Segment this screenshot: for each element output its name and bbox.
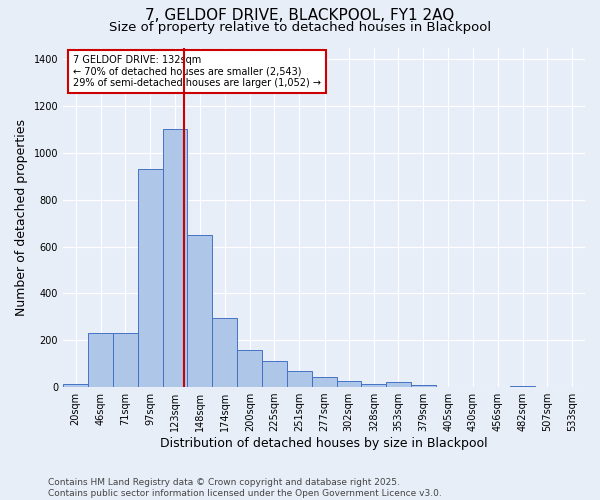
Bar <box>361 384 386 387</box>
Text: 7, GELDOF DRIVE, BLACKPOOL, FY1 2AQ: 7, GELDOF DRIVE, BLACKPOOL, FY1 2AQ <box>145 8 455 22</box>
Bar <box>410 384 436 387</box>
Bar <box>386 382 410 387</box>
Bar <box>187 235 212 387</box>
Bar <box>262 362 287 387</box>
Bar <box>238 350 262 387</box>
Bar <box>63 384 88 387</box>
Bar <box>113 333 137 387</box>
Bar <box>312 376 337 387</box>
Text: 7 GELDOF DRIVE: 132sqm
← 70% of detached houses are smaller (2,543)
29% of semi-: 7 GELDOF DRIVE: 132sqm ← 70% of detached… <box>73 54 321 88</box>
X-axis label: Distribution of detached houses by size in Blackpool: Distribution of detached houses by size … <box>160 437 488 450</box>
Bar <box>511 386 535 387</box>
Bar <box>137 170 163 387</box>
Bar <box>287 370 312 387</box>
Bar <box>163 130 187 387</box>
Text: Contains HM Land Registry data © Crown copyright and database right 2025.
Contai: Contains HM Land Registry data © Crown c… <box>48 478 442 498</box>
Y-axis label: Number of detached properties: Number of detached properties <box>15 119 28 316</box>
Text: Size of property relative to detached houses in Blackpool: Size of property relative to detached ho… <box>109 21 491 34</box>
Bar <box>212 318 238 387</box>
Bar <box>88 333 113 387</box>
Bar <box>337 381 361 387</box>
